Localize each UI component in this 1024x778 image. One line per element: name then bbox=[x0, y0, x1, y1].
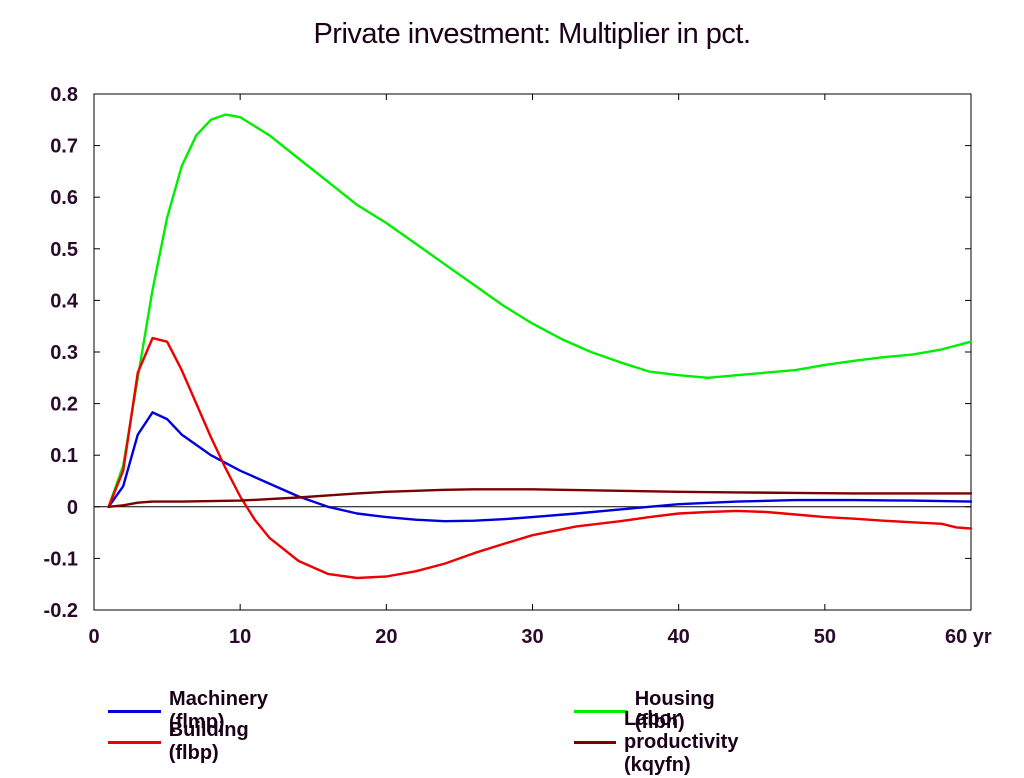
y-tick-label: -0.2 bbox=[44, 600, 78, 622]
y-tick-label: 0.5 bbox=[50, 239, 78, 261]
legend-swatch-labor-productivity bbox=[574, 740, 616, 744]
y-tick-label: 0.8 bbox=[50, 84, 78, 106]
series-line-machinery bbox=[107, 411, 973, 523]
y-tick-label: 0.1 bbox=[50, 445, 78, 467]
tick-labels: -0.2 -0.1 0 0.1 0.2 0.3 0.4 0.5 0.6 0.7 0.8 0 10 20 30… bbox=[44, 84, 992, 648]
legend-item-machinery: Machinery (flmp) bbox=[108, 688, 287, 733]
axis-ticks bbox=[93, 93, 972, 611]
legend-label-machinery: Machinery (flmp) bbox=[169, 688, 268, 733]
x-tick-label: 50 bbox=[814, 626, 836, 648]
series-line-housing bbox=[107, 113, 973, 508]
y-tick-label: 0.6 bbox=[50, 187, 78, 209]
series-line-building bbox=[107, 336, 973, 580]
x-tick-label: 40 bbox=[668, 626, 690, 648]
y-tick-label: 0.4 bbox=[50, 290, 79, 312]
x-tick-label: 20 bbox=[375, 626, 397, 648]
x-tick-label: 10 bbox=[229, 626, 251, 648]
legend-label-housing: Housing (flbh) bbox=[634, 688, 715, 733]
x-tick-label: 0 bbox=[88, 626, 99, 648]
series-line-labor-productivity bbox=[107, 488, 973, 508]
legend-swatch-machinery bbox=[108, 709, 162, 713]
x-tick-label: 60 yr bbox=[945, 626, 992, 648]
legend-label-labor-productivity: Labor productivity (kqyfn) bbox=[623, 707, 739, 776]
plot-frame bbox=[93, 93, 972, 611]
chart-title: Private investment: Multiplier in pct. bbox=[313, 18, 751, 50]
y-tick-label: 0.2 bbox=[50, 394, 78, 416]
y-tick-label: 0.3 bbox=[50, 342, 78, 364]
legend-label-building: Building (flbp) bbox=[168, 719, 249, 764]
legend-item-building: Building (flbp) bbox=[108, 719, 268, 764]
y-tick-label: 0 bbox=[67, 497, 78, 519]
legend-item-housing: Housing (flbh) bbox=[574, 688, 734, 733]
legend-swatch-housing bbox=[574, 709, 627, 713]
legend-swatch-building bbox=[108, 740, 161, 744]
x-tick-label: 30 bbox=[521, 626, 543, 648]
legend-item-labor-productivity: Labor productivity (kqyfn) bbox=[574, 708, 768, 776]
series-layer bbox=[107, 113, 973, 580]
y-tick-label: 0.7 bbox=[50, 136, 78, 158]
y-tick-label: -0.1 bbox=[44, 548, 78, 570]
